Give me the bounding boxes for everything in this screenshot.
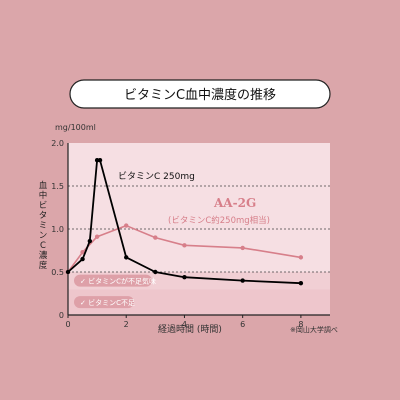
y-tick-labels: 0 0.5 1.0 1.5 2.0 (51, 139, 64, 320)
y-tick-label: 0 (59, 311, 64, 320)
y-tick-label: 1.5 (51, 182, 64, 191)
x-tick-label: 8 (298, 320, 303, 329)
series-label-vitamin-c: ビタミンC 250mg (118, 171, 195, 182)
series-point-1 (124, 223, 129, 228)
series-point-0 (124, 255, 129, 260)
series-point-0 (87, 238, 93, 244)
y-label-char: 度 (39, 260, 48, 271)
title-pill (69, 79, 331, 109)
series-point-0 (182, 274, 187, 280)
x-tick-labels: 0 2 4 6 8 (65, 315, 303, 329)
y-tick-label: 0.5 (51, 268, 64, 277)
series-point-0 (153, 269, 158, 275)
band-pill-1 (74, 296, 134, 309)
y-tick-label: 1.0 (51, 225, 64, 234)
band-label-0: ✓ ビタミンCが不足気味 (80, 277, 156, 286)
x-tick-label: 2 (124, 320, 129, 329)
bands: ✓ ビタミンCが不足気味 ✓ ビタミンC不足 (68, 272, 330, 315)
y-label-char: ン (39, 231, 48, 241)
x-tick-label: 4 (182, 320, 187, 329)
y-label-char: ビ (39, 201, 48, 211)
series-label-aa2g: AA-2G (213, 196, 256, 210)
y-label-char: ミ (39, 221, 48, 231)
series-group (65, 158, 304, 286)
y-label-char: 中 (39, 190, 48, 201)
series-line-1 (67, 224, 302, 273)
series-point-1 (153, 235, 158, 240)
source-note: ※岡山大学調べ (290, 325, 338, 334)
series-point-0 (80, 256, 85, 262)
x-tick-label: 6 (240, 320, 245, 329)
y-label-char: タ (39, 211, 48, 221)
series-point-1 (240, 245, 245, 251)
series-point-0 (65, 269, 71, 275)
series-point-1 (182, 243, 187, 248)
y-tick-label: 2.0 (51, 139, 64, 148)
series-point-0 (298, 280, 304, 286)
y-label-char: C (40, 241, 46, 251)
axes (67, 143, 330, 316)
y-unit-label: mg/100ml (55, 123, 96, 132)
series-line-0 (67, 159, 301, 285)
x-tick-label: 0 (65, 320, 70, 329)
series-sublabel-aa2g: (ビタミンC約250mg相当) (168, 215, 270, 226)
y-label-char: 血 (39, 180, 48, 191)
band-label-1: ✓ ビタミンC不足 (80, 298, 135, 307)
series-point-1 (94, 234, 100, 239)
y-label-char: 濃 (39, 250, 48, 261)
x-axis-label: 経過時間 (時間) (158, 323, 222, 335)
series-point-0 (97, 158, 103, 163)
series-point-0 (240, 278, 245, 283)
series-point-1 (80, 250, 85, 255)
band-pill-0 (74, 274, 152, 287)
chart-title: ビタミンC血中濃度の推移 (124, 87, 276, 103)
series-point-1 (298, 255, 304, 260)
